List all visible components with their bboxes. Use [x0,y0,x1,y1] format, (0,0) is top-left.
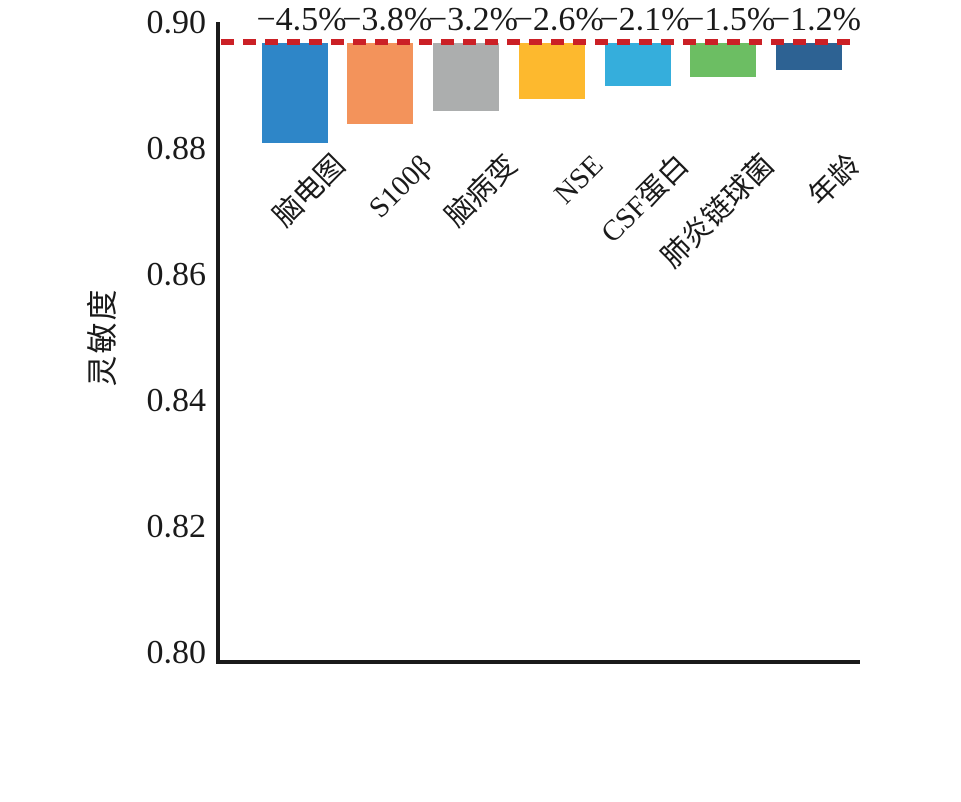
x-axis-line [216,660,860,664]
delta-label: −1.5% [685,1,776,38]
bar-3 [433,42,499,112]
y-axis-title: 灵敏度 [85,287,121,387]
bar-2 [347,42,414,124]
category-label: 脑电图 [267,149,353,234]
delta-label: −2.1% [599,1,690,38]
baseline-dashed-line [221,38,852,45]
bar-1 [261,42,328,143]
y-axis-line [216,22,220,664]
delta-label: −3.2% [428,1,518,38]
category-label: NSE [548,149,610,211]
delta-label: −3.8% [342,1,433,38]
y-tick-label: 0.90 [146,4,207,41]
y-tick-label: 0.86 [146,256,207,293]
delta-label: −2.6% [513,1,604,38]
y-tick-label: 0.82 [146,508,207,545]
category-label: S100β [362,149,438,225]
y-tick-label: 0.88 [146,130,207,167]
bar-6 [690,42,757,77]
bar-5 [604,42,671,86]
bar-7 [776,42,842,71]
y-tick-label: 0.80 [146,634,207,671]
delta-label: −1.2% [771,1,861,38]
bar-4 [518,42,585,99]
y-tick-label: 0.84 [146,382,207,419]
category-label: 年龄 [802,149,867,213]
delta-label: −4.5% [256,1,347,38]
category-label: 脑病变 [439,149,524,234]
